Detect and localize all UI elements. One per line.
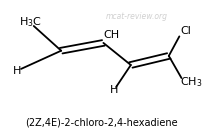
Text: H$_3$C: H$_3$C xyxy=(19,15,42,29)
Text: (2Z,4E)-2-chloro-2,4-hexadiene: (2Z,4E)-2-chloro-2,4-hexadiene xyxy=(25,117,178,127)
Text: H: H xyxy=(13,67,21,76)
Text: mcat-review.org: mcat-review.org xyxy=(106,12,168,21)
Text: Cl: Cl xyxy=(180,26,191,36)
Text: CH: CH xyxy=(103,30,119,40)
Text: CH$_3$: CH$_3$ xyxy=(180,75,203,89)
Text: H: H xyxy=(110,85,118,95)
